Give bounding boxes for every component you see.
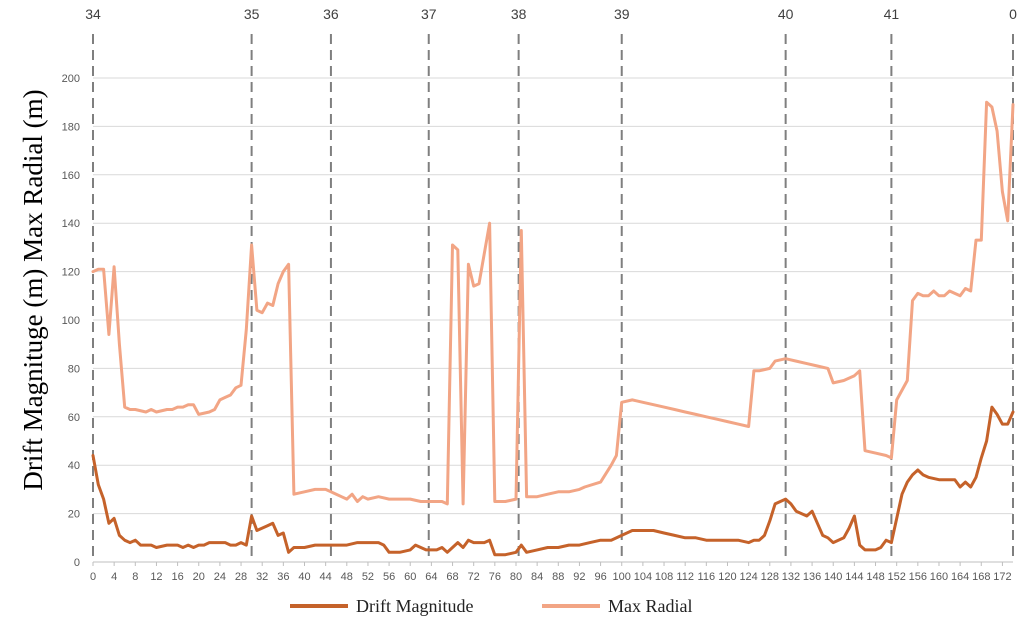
marker-label-39: 39 — [614, 6, 630, 22]
x-tick-label: 12 — [150, 571, 162, 583]
x-tick-label: 124 — [739, 571, 757, 583]
x-tick-label: 100 — [613, 571, 631, 583]
marker-label-36: 36 — [323, 6, 339, 22]
x-tick-label: 128 — [761, 571, 779, 583]
x-tick-label: 120 — [718, 571, 736, 583]
y-tick-label: 20 — [68, 509, 80, 521]
y-tick-label: 140 — [62, 218, 80, 230]
x-tick-label: 108 — [655, 571, 673, 583]
x-tick-label: 80 — [510, 571, 522, 583]
marker-label-0: 0 — [1009, 6, 1017, 22]
x-tick-label: 136 — [803, 571, 821, 583]
x-tick-label: 144 — [845, 571, 863, 583]
y-tick-label: 0 — [74, 557, 80, 569]
marker-label-34: 34 — [85, 6, 101, 22]
marker-label-40: 40 — [778, 6, 794, 22]
x-tick-label: 104 — [634, 571, 652, 583]
x-tick-label: 36 — [277, 571, 289, 583]
x-tick-label: 60 — [404, 571, 416, 583]
x-tick-label: 28 — [235, 571, 247, 583]
x-tick-label: 140 — [824, 571, 842, 583]
x-tick-label: 84 — [531, 571, 543, 583]
series-line-drift-magnitude — [91, 405, 1015, 557]
y-axis-label: Drift Magnituge (m) Max Radial (m) — [18, 89, 48, 490]
marker-label-37: 37 — [421, 6, 437, 22]
x-tick-label: 172 — [993, 571, 1011, 583]
x-tick-label: 24 — [214, 571, 226, 583]
x-tick-label: 8 — [132, 571, 138, 583]
y-tick-label: 200 — [62, 73, 80, 85]
x-tick-label: 44 — [320, 571, 332, 583]
x-tick-label: 76 — [489, 571, 501, 583]
x-tick-label: 148 — [866, 571, 884, 583]
x-tick-label: 132 — [782, 571, 800, 583]
x-tick-label: 20 — [193, 571, 205, 583]
x-tick-label: 40 — [298, 571, 310, 583]
x-tick-label: 92 — [573, 571, 585, 583]
x-tick-label: 116 — [698, 571, 716, 583]
x-tick-label: 160 — [930, 571, 948, 583]
y-tick-label: 180 — [62, 121, 80, 133]
x-tick-label: 88 — [552, 571, 564, 583]
x-tick-label: 68 — [446, 571, 458, 583]
legend-label-max-radial: Max Radial — [608, 596, 692, 616]
y-tick-label: 100 — [62, 315, 80, 327]
y-tick-label: 40 — [68, 460, 80, 472]
x-tick-label: 16 — [171, 571, 183, 583]
x-axis: 0 4 8 12 16 20 24 28 32 36 40 44 48 52 56 60 64 68 72 76 80 8… — [90, 562, 1012, 583]
x-tick-label: 72 — [468, 571, 480, 583]
marker-label-35: 35 — [244, 6, 260, 22]
marker-label-41: 41 — [884, 6, 900, 22]
y-tick-label: 60 — [68, 412, 80, 424]
x-tick-label: 0 — [90, 571, 96, 583]
x-tick-label: 112 — [676, 571, 694, 583]
x-tick-label: 52 — [362, 571, 374, 583]
y-tick-label: 120 — [62, 267, 80, 279]
y-tick-label: 80 — [68, 363, 80, 375]
y-axis: 0 20 40 60 80 100 120 140 160 180 200 — [62, 73, 80, 569]
legend-label-drift-magnitude: Drift Magnitude — [356, 596, 473, 616]
x-tick-label: 56 — [383, 571, 395, 583]
x-tick-label: 96 — [594, 571, 606, 583]
series-line-max-radial — [91, 100, 1015, 506]
x-tick-label: 48 — [341, 571, 353, 583]
x-tick-label: 168 — [972, 571, 990, 583]
x-tick-label: 64 — [425, 571, 437, 583]
x-tick-label: 152 — [887, 571, 905, 583]
grid-lines — [93, 77, 1013, 563]
x-tick-label: 32 — [256, 571, 268, 583]
series-lines — [91, 100, 1015, 557]
marker-label-38: 38 — [511, 6, 527, 22]
x-tick-label: 4 — [111, 571, 117, 583]
vertical-markers: 34 35 36 37 38 39 40 41 0 — [85, 6, 1017, 562]
y-tick-label: 160 — [62, 170, 80, 182]
legend: Drift Magnitude Max Radial — [290, 596, 692, 616]
x-tick-label: 156 — [909, 571, 927, 583]
x-tick-label: 164 — [951, 571, 969, 583]
